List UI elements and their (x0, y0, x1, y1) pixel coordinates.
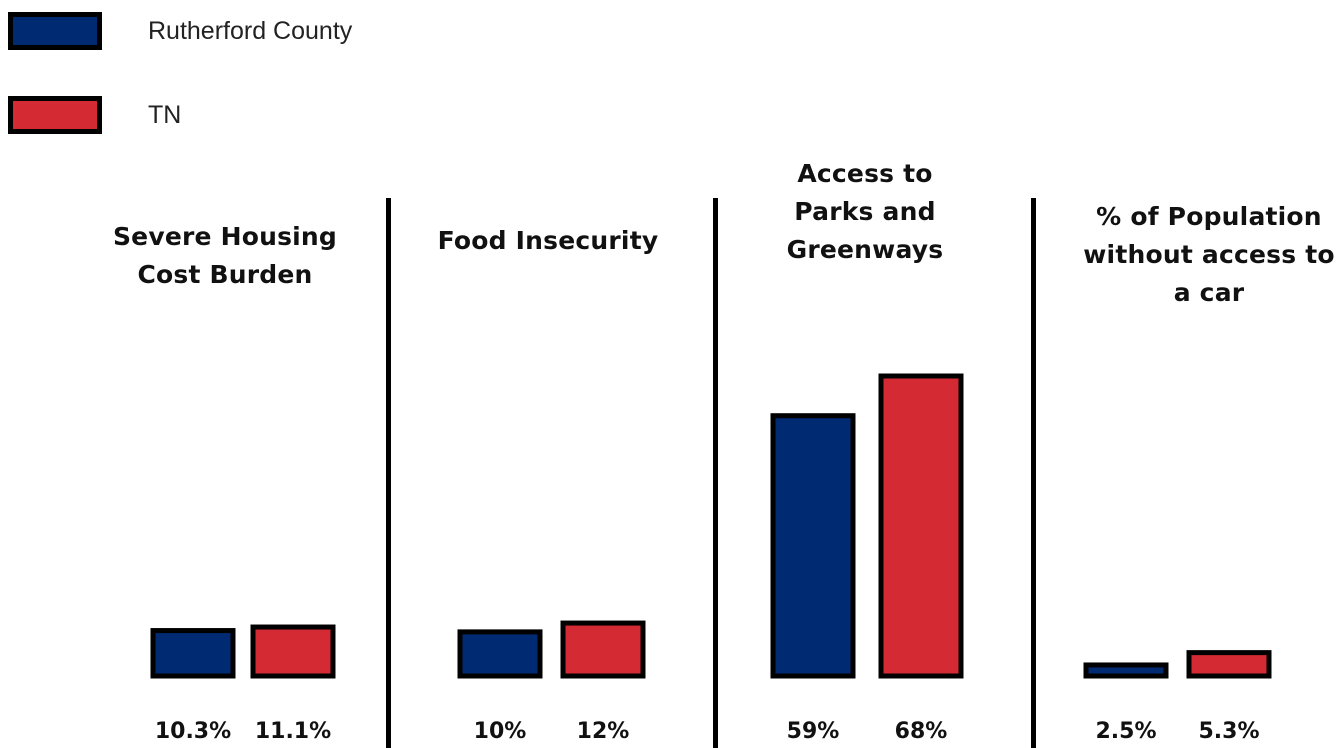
value-label-tn-panel-1: 11.1% (255, 719, 331, 744)
legend-item-tn: TN (8, 96, 181, 134)
legend-swatch-rutherford (8, 12, 102, 50)
bar-tn-panel-3 (878, 373, 964, 679)
panel-divider (1031, 198, 1036, 748)
value-label-tn-panel-3: 68% (895, 719, 948, 744)
bar-rutherford-panel-1 (150, 628, 236, 679)
legend-label-tn: TN (148, 100, 182, 129)
bar-tn-panel-4 (1186, 650, 1272, 679)
value-label-rutherford-panel-3: 59% (787, 719, 840, 744)
value-label-rutherford-panel-2: 10% (474, 719, 527, 744)
panel-title-housing: Severe Housing Cost Burden (112, 222, 338, 289)
bar-rutherford-panel-3 (770, 413, 856, 679)
bar-tn-panel-2 (560, 620, 646, 679)
value-label-tn-panel-4: 5.3% (1198, 719, 1259, 744)
value-label-rutherford-panel-1: 10.3% (155, 719, 231, 744)
legend-swatch-tn (8, 96, 102, 134)
panel-divider (713, 198, 718, 748)
bar-rutherford-panel-4 (1083, 662, 1169, 679)
panel-title-parks: Access to Parks and Greenways (786, 159, 944, 264)
panel-title-car: % of Population without access to a car (1083, 202, 1335, 307)
panel-divider (386, 198, 391, 748)
legend-item-rutherford: Rutherford County (8, 12, 352, 50)
value-label-rutherford-panel-4: 2.5% (1095, 719, 1156, 744)
panel-title-food: Food Insecurity (437, 226, 659, 255)
legend-label-rutherford: Rutherford County (148, 16, 353, 45)
value-label-tn-panel-2: 12% (577, 719, 630, 744)
bar-rutherford-panel-2 (457, 629, 543, 679)
bar-tn-panel-1 (250, 624, 336, 679)
